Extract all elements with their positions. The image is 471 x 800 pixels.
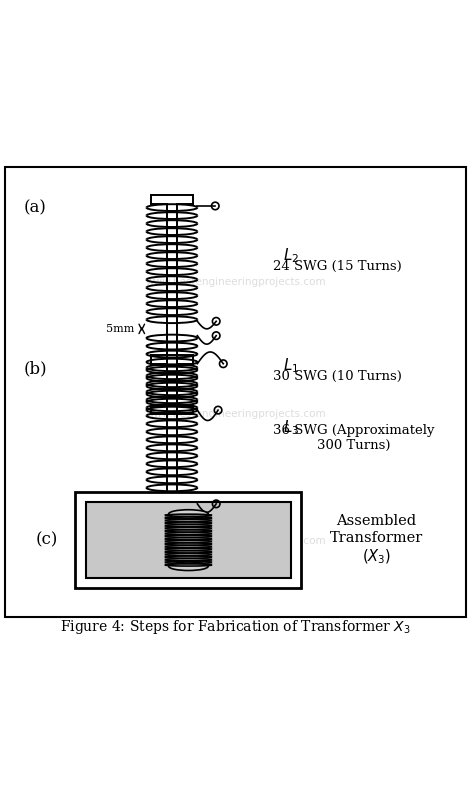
Text: (b): (b) [24,360,47,377]
Ellipse shape [169,510,208,518]
Text: 30 SWG (10 Turns): 30 SWG (10 Turns) [273,370,402,383]
Text: 36 SWG (Approximately
300 Turns): 36 SWG (Approximately 300 Turns) [273,424,435,452]
Text: $L_2$: $L_2$ [283,246,299,265]
Text: www.bestengineeringprojects.com: www.bestengineeringprojects.com [145,409,326,419]
Ellipse shape [169,562,208,570]
Text: 24 SWG (15 Turns): 24 SWG (15 Turns) [273,259,402,273]
Bar [75,492,301,589]
Text: www.bestengineeringprojects.com: www.bestengineeringprojects.com [145,278,326,287]
Text: Figure 4: Steps for Fabrication of Transformer $X_3$: Figure 4: Steps for Fabrication of Trans… [60,618,411,636]
Text: (c): (c) [36,532,58,549]
Text: (a): (a) [24,200,47,217]
Text: $L_3$: $L_3$ [283,418,299,437]
Bar [86,502,291,578]
Text: Assembled
Transformer
$(X_3)$: Assembled Transformer $(X_3)$ [330,514,423,566]
Text: $L_1$: $L_1$ [283,356,299,375]
Bar [169,514,208,566]
Text: 5mm: 5mm [106,324,135,334]
Text: www.bestengineeringprojects.com: www.bestengineeringprojects.com [145,536,326,546]
